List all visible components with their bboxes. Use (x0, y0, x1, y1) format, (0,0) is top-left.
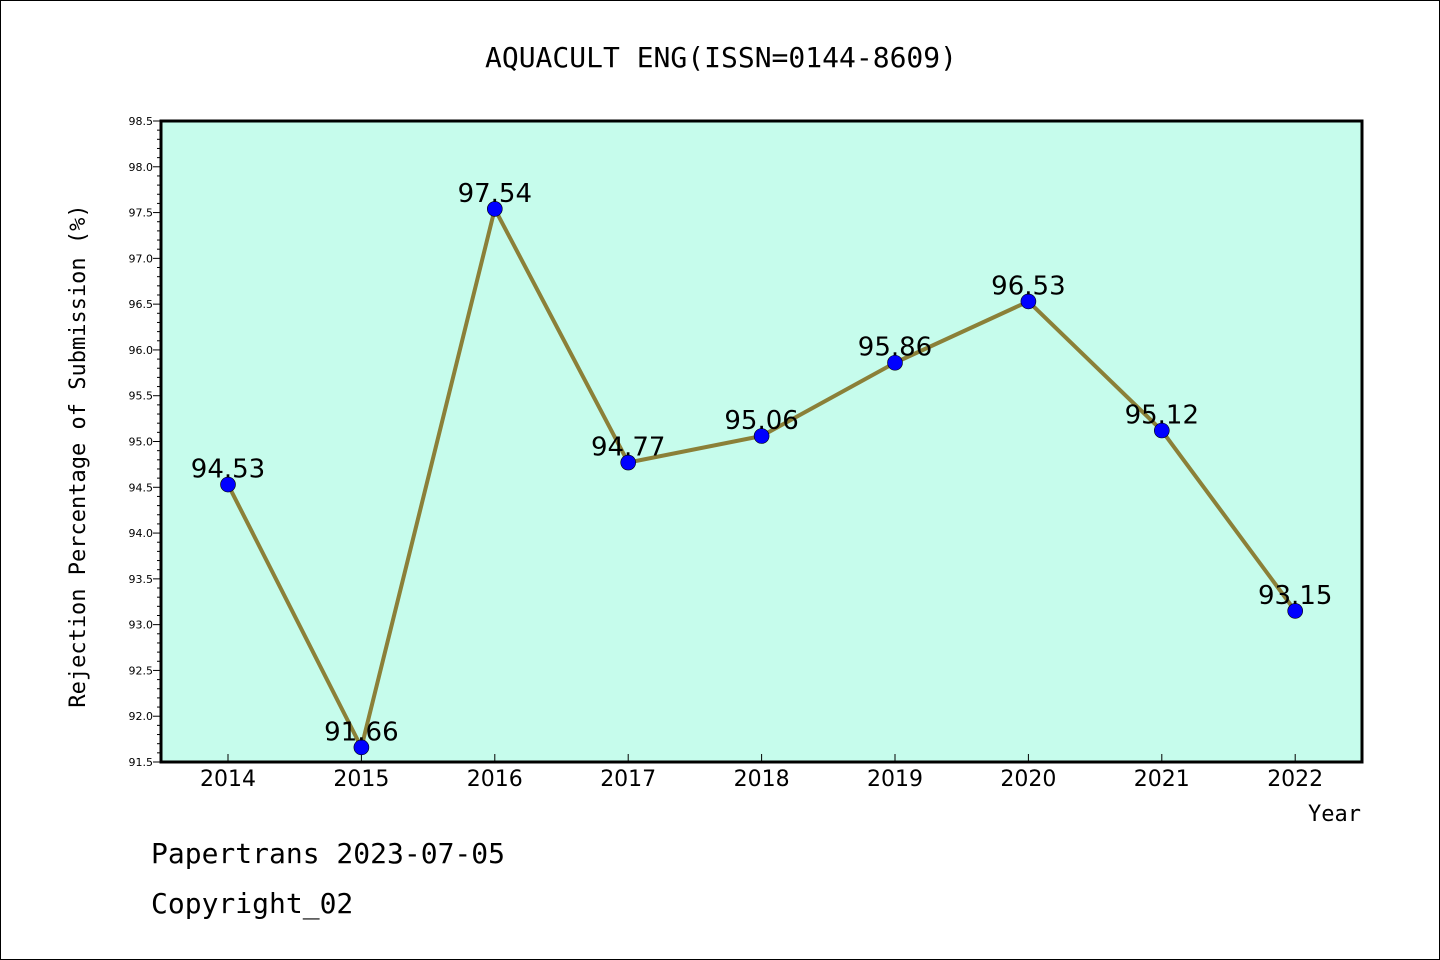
data-point (1154, 422, 1170, 439)
y-axis-label: Rejection Percentage of Submission (%) (66, 204, 91, 707)
data-point (1020, 293, 1037, 310)
x-tick-label: 2017 (600, 767, 656, 792)
plot-border (159, 119, 1364, 764)
y-tick-label: 97.5 (129, 207, 154, 220)
x-axis-label: Year (1308, 802, 1361, 827)
y-tick-label: 94.5 (129, 481, 154, 494)
data-point (620, 454, 637, 471)
y-tick-label: 92.0 (129, 710, 154, 723)
y-tick-label: 96.0 (129, 344, 154, 357)
x-tick-label: 2022 (1267, 767, 1323, 792)
data-point (353, 739, 370, 756)
data-point (486, 201, 503, 217)
y-tick-label: 98.0 (129, 161, 154, 174)
x-tick-label: 2020 (1000, 767, 1056, 792)
x-tick-label: 2014 (200, 767, 256, 792)
x-tick-label: 2016 (467, 767, 523, 792)
y-tick-label: 91.5 (129, 756, 154, 769)
data-label: 95.86 (858, 333, 932, 363)
y-tick-label: 97.0 (129, 252, 154, 265)
data-point (887, 354, 903, 371)
y-tick-label: 95.0 (129, 436, 154, 449)
x-tick-label: 2019 (867, 767, 923, 792)
data-label: 94.77 (591, 433, 665, 463)
x-tick-label: 2018 (734, 767, 790, 792)
x-tick-label: 2015 (333, 767, 389, 792)
data-label: 96.53 (991, 271, 1065, 301)
data-label: 91.66 (324, 717, 398, 747)
data-label: 95.06 (724, 406, 798, 436)
y-tick-label: 95.5 (129, 390, 154, 403)
data-point (1287, 603, 1303, 619)
x-tick-label: 2021 (1134, 767, 1190, 792)
x-axis-ticks: 2014 2015 2016 2017 2018 2019 2020 2021 2022 (200, 754, 1323, 792)
y-tick-label: 93.0 (129, 619, 154, 632)
data-point (753, 428, 770, 444)
y-tick-label: 92.5 (129, 664, 154, 677)
data-label: 97.54 (458, 179, 532, 209)
chart-title: AQUACULT ENG(ISSN=0144-8609) (485, 41, 957, 74)
data-label: 95.12 (1125, 401, 1199, 431)
data-label: 93.15 (1258, 581, 1332, 611)
footer-copyright: Copyright_02 (151, 887, 354, 920)
y-axis-ticks: 91.5 92.0 92.5 93.0 93.5 94.0 94.5 95.0 95.5 96.0… (129, 115, 161, 769)
data-label: 94.53 (191, 455, 265, 485)
y-tick-label: 94.0 (129, 527, 154, 540)
y-tick-label: 96.5 (129, 298, 154, 311)
footer-date: Papertrans 2023-07-05 (151, 837, 506, 870)
y-tick-label: 98.5 (129, 115, 154, 128)
data-point (220, 476, 236, 493)
y-tick-label: 93.5 (129, 573, 154, 586)
series-group: 94.53 91.66 97.54 94.77 95.06 95.86 96.53 95.12… (191, 179, 1332, 756)
